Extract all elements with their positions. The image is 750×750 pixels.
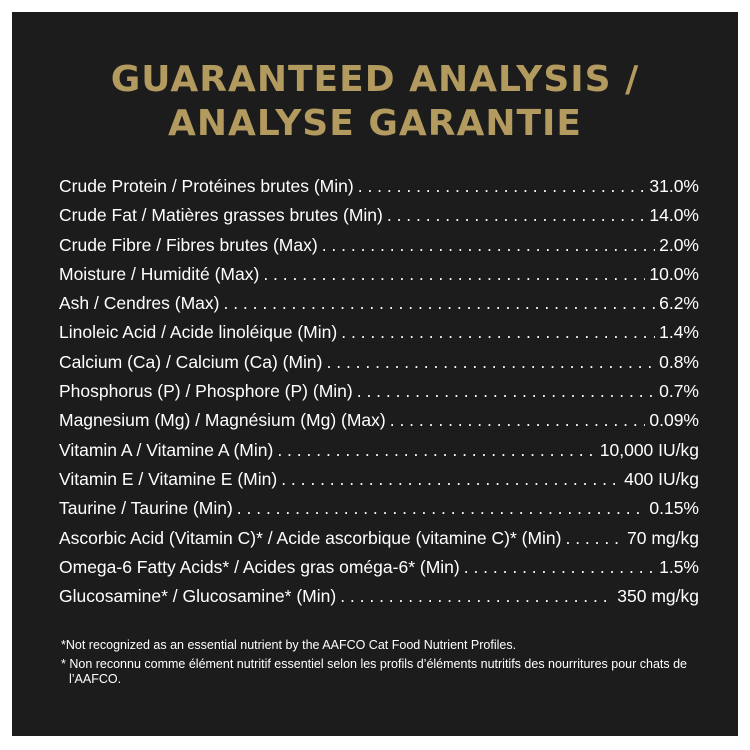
footnotes: *Not recognized as an essential nutrient…	[61, 638, 711, 687]
analysis-row: Ash / Cendres (Max) 6.2%	[59, 293, 699, 322]
nutrient-value: 400 IU/kg	[624, 468, 699, 489]
nutrient-value: 10,000 IU/kg	[599, 439, 699, 460]
analysis-row: Calcium (Ca) / Calcium (Ca) (Min) 0.8%	[59, 352, 699, 381]
dot-leader	[387, 205, 646, 226]
dot-leader	[340, 586, 613, 607]
nutrient-label: Magnesium (Mg) / Magnésium (Mg) (Max)	[59, 410, 386, 431]
analysis-row: Glucosamine* / Glucosamine* (Min) 350 mg…	[59, 586, 699, 615]
dot-leader	[357, 381, 655, 402]
analysis-row: Moisture / Humidité (Max) 10.0%	[59, 264, 699, 293]
analysis-row: Crude Protein / Protéines brutes (Min) 3…	[59, 176, 699, 205]
dot-leader	[277, 440, 595, 461]
nutrient-label: Omega-6 Fatty Acids* / Acides gras oméga…	[59, 556, 460, 577]
nutrient-value: 0.8%	[659, 351, 699, 372]
dot-leader	[263, 264, 645, 285]
title-line-english: GUARANTEED ANALYSIS /	[110, 59, 640, 100]
footnote-french: * Non reconnu comme élément nutritif ess…	[61, 657, 688, 686]
analysis-row: Crude Fibre / Fibres brutes (Max) 2.0%	[59, 235, 699, 264]
nutrient-value: 350 mg/kg	[617, 586, 699, 607]
nutrient-label: Ascorbic Acid (Vitamin C)* / Acide ascor…	[59, 527, 562, 548]
analysis-row: Crude Fat / Matières grasses brutes (Min…	[59, 205, 699, 234]
nutrient-label: Linoleic Acid / Acide linoléique (Min)	[59, 322, 338, 343]
nutrient-value: 6.2%	[659, 293, 699, 314]
nutrient-label: Glucosamine* / Glucosamine* (Min)	[59, 586, 337, 607]
nutrient-label: Taurine / Taurine (Min)	[59, 498, 233, 519]
nutrient-value: 2.0%	[659, 234, 699, 255]
nutrient-value: 70 mg/kg	[627, 527, 699, 548]
nutrient-label: Crude Fibre / Fibres brutes (Max)	[59, 234, 318, 255]
dot-leader	[358, 176, 646, 197]
nutrient-value: 10.0%	[649, 263, 699, 284]
nutrient-label: Moisture / Humidité (Max)	[59, 263, 260, 284]
nutrient-value: 0.7%	[659, 381, 699, 402]
dot-leader	[322, 235, 655, 256]
analysis-row: Vitamin E / Vitamine E (Min) 400 IU/kg	[59, 469, 699, 498]
dot-leader	[390, 410, 646, 431]
dot-leader	[464, 557, 655, 578]
page-title: GUARANTEED ANALYSIS / ANALYSE GARANTIE	[12, 58, 738, 146]
nutrient-value: 0.09%	[649, 410, 699, 431]
nutrient-label: Crude Protein / Protéines brutes (Min)	[59, 176, 354, 196]
nutrient-value: 31.0%	[649, 176, 699, 196]
analysis-row: Linoleic Acid / Acide linoléique (Min) 1…	[59, 322, 699, 351]
nutrient-value: 0.15%	[649, 498, 699, 519]
dot-leader	[341, 322, 655, 343]
analysis-table: Crude Protein / Protéines brutes (Min) 3…	[59, 176, 699, 615]
footnote-english: *Not recognized as an essential nutrient…	[61, 638, 517, 652]
guaranteed-analysis-panel: GUARANTEED ANALYSIS / ANALYSE GARANTIE C…	[12, 12, 738, 736]
nutrient-label: Vitamin E / Vitamine E (Min)	[59, 468, 278, 489]
analysis-row: Omega-6 Fatty Acids* / Acides gras oméga…	[59, 557, 699, 586]
dot-leader	[223, 293, 655, 314]
nutrient-value: 14.0%	[649, 205, 699, 226]
nutrient-label: Ash / Cendres (Max)	[59, 293, 220, 314]
dot-leader	[565, 528, 623, 549]
nutrient-value: 1.5%	[659, 556, 699, 577]
nutrient-label: Phosphorus (P) / Phosphore (P) (Min)	[59, 381, 353, 402]
analysis-row: Vitamin A / Vitamine A (Min) 10,000 IU/k…	[59, 440, 699, 469]
nutrient-value: 1.4%	[659, 322, 699, 343]
analysis-row: Magnesium (Mg) / Magnésium (Mg) (Max) 0.…	[59, 410, 699, 439]
dot-leader	[281, 469, 620, 490]
title-line-french: ANALYSE GARANTIE	[168, 103, 582, 144]
dot-leader	[237, 498, 646, 519]
analysis-row: Ascorbic Acid (Vitamin C)* / Acide ascor…	[59, 528, 699, 557]
nutrient-label: Vitamin A / Vitamine A (Min)	[59, 439, 274, 460]
nutrient-label: Crude Fat / Matières grasses brutes (Min…	[59, 205, 383, 226]
analysis-row: Taurine / Taurine (Min) 0.15%	[59, 498, 699, 527]
nutrient-label: Calcium (Ca) / Calcium (Ca) (Min)	[59, 351, 323, 372]
analysis-row: Phosphorus (P) / Phosphore (P) (Min) 0.7…	[59, 381, 699, 410]
dot-leader	[327, 352, 656, 373]
